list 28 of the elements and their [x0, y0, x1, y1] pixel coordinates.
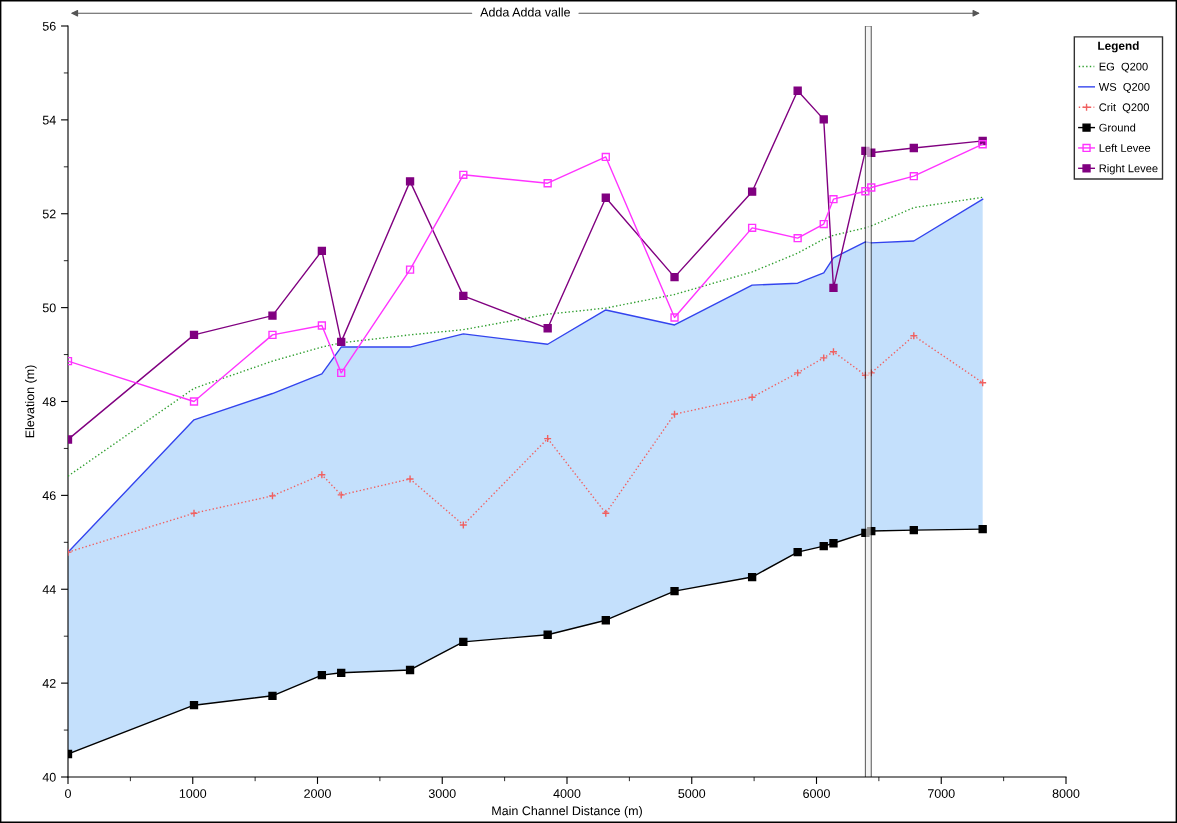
text: Adda Adda valle	[480, 7, 570, 17]
legend-label: WS Q200	[1098, 83, 1150, 93]
x-tick-label: 0	[65, 789, 71, 798]
y-tick-label: 44	[42, 585, 56, 594]
x-tick-label: 2000	[304, 789, 331, 798]
legend-label: Left Levee	[1099, 143, 1151, 152]
legend-title: Legend	[1098, 41, 1139, 53]
y-tick-label: 56	[42, 21, 56, 31]
legend-label: Right Levee	[1099, 164, 1158, 175]
legend-label: EG Q200	[1099, 62, 1148, 73]
y-tick-label: 50	[42, 303, 56, 313]
x-tick-label: 4000	[553, 789, 581, 798]
x-tick-label: 1000	[179, 789, 207, 798]
x-tick-label: 5000	[678, 789, 706, 798]
legend-label: Crit Q200	[1099, 103, 1149, 114]
y-tick-label: 48	[42, 397, 56, 407]
legend-label: Ground	[1099, 123, 1136, 132]
x-tick-label: 6000	[803, 789, 830, 798]
x-axis-title: Main Channel Distance (m)	[492, 806, 642, 818]
y-tick-label: 42	[42, 678, 56, 688]
y-tick-label: 46	[42, 491, 56, 501]
x-tick-label: 3000	[428, 789, 456, 798]
x-tick-label: 8000	[1052, 789, 1080, 798]
y-axis-title: Elevation (m)	[25, 365, 37, 438]
x-tick-label: 7000	[927, 789, 955, 798]
y-tick-label: 40	[42, 772, 56, 782]
y-tick-label: 54	[42, 115, 56, 125]
y-tick-label: 52	[42, 209, 56, 219]
